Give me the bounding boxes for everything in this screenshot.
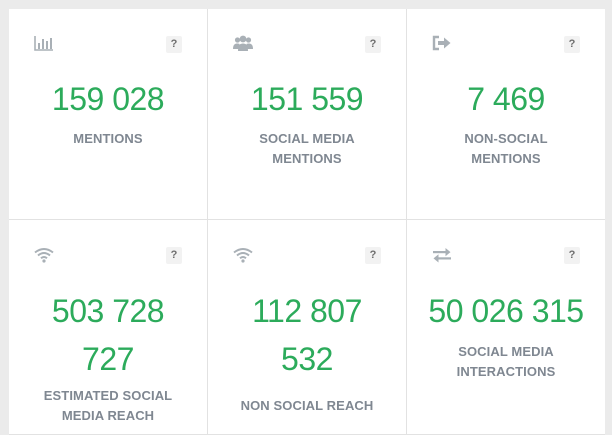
non-social-mentions-label: NON-SOCIAL MENTIONS xyxy=(407,129,605,169)
social-media-mentions-label: SOCIAL MEDIA MENTIONS xyxy=(208,129,406,169)
wifi-icon xyxy=(233,248,253,263)
label-line: NON SOCIAL REACH xyxy=(240,398,374,413)
help-button[interactable]: ? xyxy=(564,36,580,53)
label-line: SOCIAL MEDIA xyxy=(259,131,355,146)
mentions-value: 159 028 xyxy=(9,75,207,123)
value-line: 151 559 xyxy=(250,81,364,117)
social-media-interactions-card: ? 50 026 315 SOCIAL MEDIA INTERACTIONS xyxy=(407,220,605,434)
label-line: MEDIA REACH xyxy=(61,408,155,423)
mentions-card: ? 159 028 MENTIONS xyxy=(9,9,207,219)
exchange-icon xyxy=(433,248,451,263)
label-line: ESTIMATED SOCIAL xyxy=(43,388,173,403)
users-icon xyxy=(233,35,253,51)
value-line: 727 xyxy=(82,341,134,377)
label-line: MENTIONS xyxy=(272,151,342,166)
label-line: SOCIAL MEDIA xyxy=(458,344,554,359)
social-media-mentions-card: ? 151 559 SOCIAL MEDIA MENTIONS xyxy=(208,9,406,219)
social-media-interactions-label: SOCIAL MEDIA INTERACTIONS xyxy=(407,342,605,382)
value-line: 50 026 315 xyxy=(428,293,584,329)
value-line: 532 xyxy=(281,341,333,377)
help-button[interactable]: ? xyxy=(166,247,182,264)
bar-chart-icon xyxy=(34,36,53,51)
non-social-mentions-card: ? 7 469 NON-SOCIAL MENTIONS xyxy=(407,9,605,219)
help-button[interactable]: ? xyxy=(564,247,580,264)
value-line: 159 028 xyxy=(51,81,165,117)
wifi-icon xyxy=(34,248,54,263)
help-button[interactable]: ? xyxy=(365,36,381,53)
non-social-reach-label: NON SOCIAL REACH xyxy=(208,396,406,416)
mentions-label: MENTIONS xyxy=(9,129,207,149)
label-line: MENTIONS xyxy=(471,151,541,166)
help-button[interactable]: ? xyxy=(365,247,381,264)
label-line: MENTIONS xyxy=(73,131,143,146)
estimated-social-media-reach-value: 503 728 727 xyxy=(9,287,207,383)
social-media-interactions-value: 50 026 315 xyxy=(407,287,605,335)
estimated-social-media-reach-card: ? 503 728 727 ESTIMATED SOCIAL MEDIA REA… xyxy=(9,220,207,434)
value-line: 112 807 xyxy=(252,293,362,329)
non-social-reach-card: ? 112 807 532 NON SOCIAL REACH xyxy=(208,220,406,434)
non-social-mentions-value: 7 469 xyxy=(407,75,605,123)
social-media-mentions-value: 151 559 xyxy=(208,75,406,123)
label-line: NON-SOCIAL xyxy=(464,131,548,146)
stats-grid: ? 159 028 MENTIONS ? 151 559 SOCIAL MEDI… xyxy=(9,9,605,435)
help-button[interactable]: ? xyxy=(166,36,182,53)
non-social-reach-value: 112 807 532 xyxy=(208,287,406,383)
label-line: INTERACTIONS xyxy=(456,364,556,379)
estimated-social-media-reach-label: ESTIMATED SOCIAL MEDIA REACH xyxy=(9,386,207,426)
value-line: 503 728 xyxy=(51,293,165,329)
sign-out-icon xyxy=(432,35,451,51)
value-line: 7 469 xyxy=(467,81,545,117)
